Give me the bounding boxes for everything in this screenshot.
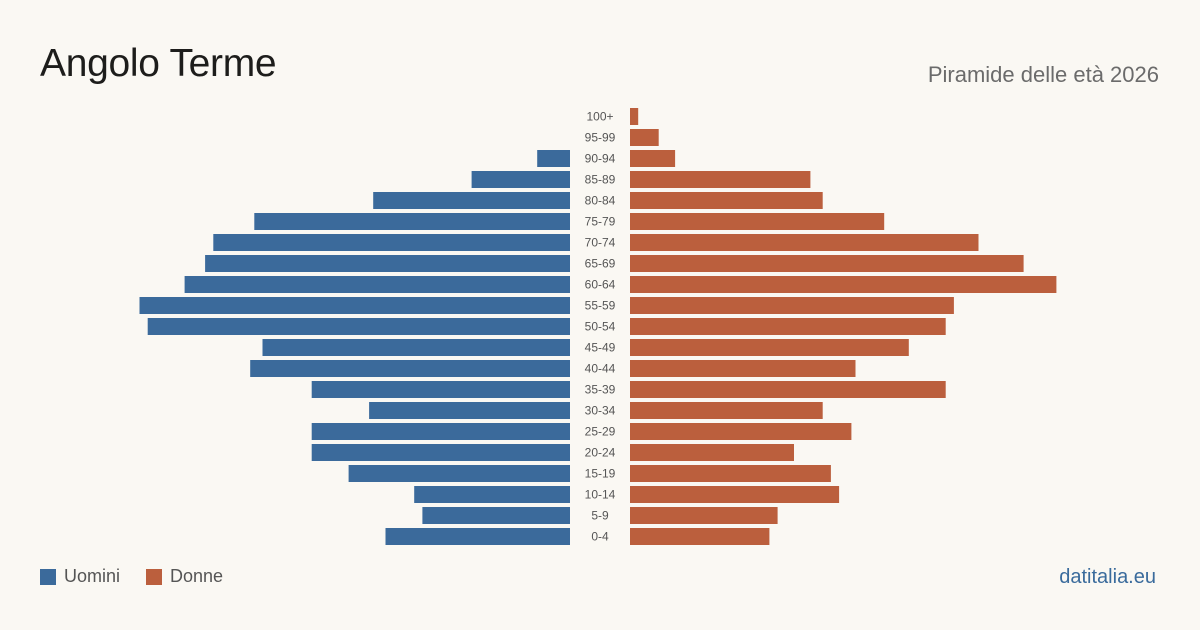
age-label-85-89: 85-89: [585, 173, 616, 187]
bar-men-80-84: [373, 192, 570, 209]
bar-women-30-34: [630, 402, 823, 419]
bar-women-50-54: [630, 318, 946, 335]
bar-men-30-34: [369, 402, 570, 419]
bar-women-5-9: [630, 507, 778, 524]
bar-women-75-79: [630, 213, 885, 230]
bar-men-70-74: [213, 234, 571, 251]
bar-women-55-59: [630, 297, 954, 314]
legend-item-women: Donne: [146, 566, 223, 587]
legend-item-men: Uomini: [40, 566, 120, 587]
bar-men-0-4: [385, 528, 570, 545]
age-label-20-24: 20-24: [585, 446, 616, 460]
chart-subtitle: Piramide delle età 2026: [927, 62, 1159, 87]
age-label-5-9: 5-9: [591, 509, 609, 523]
age-label-45-49: 45-49: [585, 341, 616, 355]
bar-men-35-39: [311, 381, 570, 398]
age-label-60-64: 60-64: [585, 278, 616, 292]
bar-women-25-29: [630, 423, 852, 440]
legend-label-women: Donne: [170, 566, 224, 586]
bar-men-75-79: [254, 213, 571, 230]
bar-women-20-24: [630, 444, 794, 461]
bar-men-10-14: [414, 486, 570, 503]
chart-title: Angolo Terme: [40, 42, 277, 85]
bar-men-20-24: [311, 444, 570, 461]
bar-men-50-54: [147, 318, 570, 335]
age-label-90-94: 90-94: [585, 152, 616, 166]
age-label-35-39: 35-39: [585, 383, 616, 397]
bar-men-55-59: [139, 297, 570, 314]
bar-men-90-94: [537, 150, 570, 167]
bar-women-10-14: [630, 486, 840, 503]
source-link[interactable]: datitalia.eu: [1059, 566, 1156, 588]
bar-men-45-49: [262, 339, 570, 356]
age-label-30-34: 30-34: [585, 404, 616, 418]
bar-women-100+: [630, 108, 639, 125]
bar-men-5-9: [422, 507, 570, 524]
bar-women-35-39: [630, 381, 946, 398]
age-label-100+: 100+: [586, 110, 613, 124]
bar-women-45-49: [630, 339, 909, 356]
bar-women-70-74: [630, 234, 979, 251]
age-label-75-79: 75-79: [585, 215, 616, 229]
age-label-15-19: 15-19: [585, 467, 616, 481]
bar-men-65-69: [205, 255, 570, 272]
age-label-65-69: 65-69: [585, 257, 616, 271]
bar-women-60-64: [630, 276, 1057, 293]
bar-men-60-64: [184, 276, 570, 293]
bar-women-15-19: [630, 465, 831, 482]
age-label-80-84: 80-84: [585, 194, 616, 208]
legend-label-men: Uomini: [64, 566, 121, 586]
age-label-40-44: 40-44: [585, 362, 616, 376]
bar-women-40-44: [630, 360, 856, 377]
age-label-0-4: 0-4: [591, 530, 609, 544]
age-label-70-74: 70-74: [585, 236, 616, 250]
bar-women-65-69: [630, 255, 1024, 272]
population-pyramid-chart: 100+ 95-99 90-94 85-89 80-84 75-79 70-74 65-69 6…: [139, 108, 1057, 545]
age-label-55-59: 55-59: [585, 299, 616, 313]
bar-men-25-29: [311, 423, 570, 440]
bar-women-90-94: [630, 150, 676, 167]
legend: Uomini Donne: [40, 566, 249, 587]
age-label-50-54: 50-54: [585, 320, 616, 334]
legend-swatch-women: [146, 568, 163, 585]
bar-men-15-19: [348, 465, 570, 482]
bar-men-85-89: [471, 171, 570, 188]
bar-women-95-99: [630, 129, 659, 146]
age-label-10-14: 10-14: [585, 488, 616, 502]
legend-swatch-men: [40, 568, 56, 585]
bar-women-80-84: [630, 192, 823, 209]
bar-men-40-44: [250, 360, 570, 377]
age-label-95-99: 95-99: [585, 131, 616, 145]
bar-women-85-89: [630, 171, 811, 188]
bar-women-0-4: [630, 528, 770, 545]
age-label-25-29: 25-29: [585, 425, 616, 439]
